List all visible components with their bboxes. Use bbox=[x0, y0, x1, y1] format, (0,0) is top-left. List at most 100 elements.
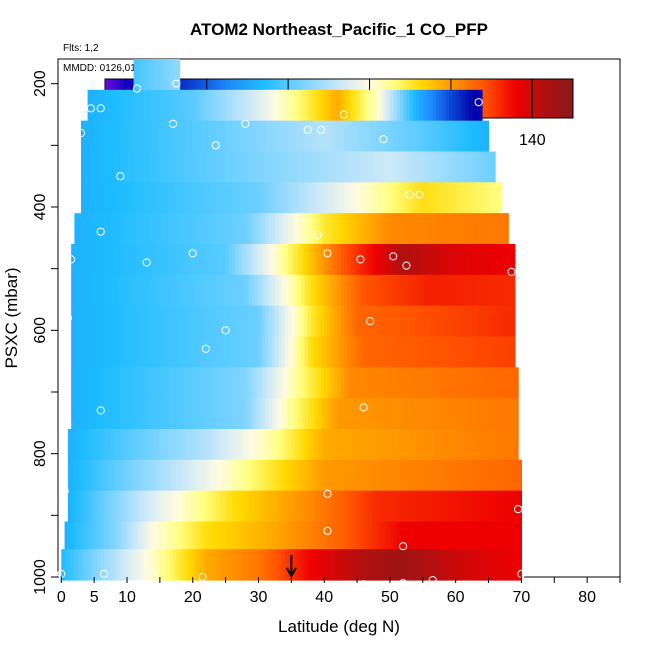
heatmap-cell bbox=[320, 429, 325, 461]
y-tick-label-200: 200 bbox=[32, 70, 49, 97]
heatmap-cell bbox=[278, 151, 283, 183]
heatmap-cell bbox=[376, 459, 381, 492]
heatmap-cell bbox=[301, 490, 306, 522]
heatmap-cell bbox=[511, 244, 516, 276]
heatmap-cell bbox=[468, 182, 473, 214]
heatmap-cell bbox=[455, 213, 460, 245]
heatmap-cell bbox=[245, 182, 250, 214]
heatmap-cell bbox=[166, 490, 171, 522]
heatmap-cell bbox=[278, 120, 283, 152]
heatmap-cell bbox=[337, 89, 342, 122]
heatmap-cell bbox=[219, 151, 223, 183]
heatmap-cell bbox=[199, 398, 204, 430]
heatmap-cell bbox=[179, 398, 184, 430]
heatmap-cell bbox=[353, 459, 358, 492]
heatmap-cell bbox=[380, 367, 384, 399]
x-tick-label-60: 60 bbox=[447, 589, 465, 606]
heatmap-cell bbox=[90, 459, 95, 492]
heatmap-cell bbox=[196, 459, 200, 492]
heatmap-cell bbox=[222, 521, 227, 550]
heatmap-cell bbox=[340, 274, 345, 307]
heatmap-cell bbox=[120, 429, 125, 461]
heatmap-cell bbox=[416, 398, 421, 430]
heatmap-cell bbox=[350, 244, 355, 276]
heatmap-cell bbox=[409, 244, 414, 276]
heatmap-cell bbox=[485, 336, 490, 368]
heatmap-cell bbox=[189, 274, 194, 307]
heatmap-cell bbox=[426, 151, 430, 183]
heatmap-cell bbox=[518, 521, 523, 550]
heatmap-cell bbox=[311, 336, 315, 368]
heatmap-cell bbox=[360, 120, 365, 152]
heatmap-cell bbox=[130, 244, 135, 276]
heatmap-cell bbox=[386, 305, 391, 337]
heatmap-cell bbox=[452, 305, 457, 337]
heatmap-cell bbox=[182, 521, 187, 550]
heatmap-cell bbox=[465, 521, 470, 550]
heatmap-cell bbox=[478, 367, 483, 399]
heatmap-cell bbox=[353, 120, 358, 152]
heatmap-cell bbox=[343, 213, 348, 245]
heatmap-cell bbox=[242, 490, 246, 522]
heatmap-cell bbox=[462, 459, 467, 492]
sample-point-30 bbox=[359, 403, 368, 412]
heatmap-cell bbox=[439, 182, 444, 214]
heatmap-cell bbox=[228, 429, 233, 461]
heatmap-cell bbox=[136, 151, 141, 183]
heatmap-cell bbox=[242, 459, 246, 492]
heatmap-cell bbox=[274, 367, 279, 399]
heatmap-cell bbox=[284, 398, 289, 430]
heatmap-cell bbox=[435, 429, 440, 461]
heatmap-cell bbox=[113, 244, 118, 276]
heatmap-cell bbox=[84, 151, 89, 183]
heatmap-cell bbox=[212, 151, 217, 183]
heatmap-cell bbox=[311, 89, 315, 122]
heatmap-cell bbox=[159, 336, 164, 368]
heatmap-cell bbox=[353, 305, 358, 337]
heatmap-cell bbox=[409, 305, 414, 337]
heatmap-cell bbox=[271, 89, 276, 122]
heatmap-cell bbox=[176, 367, 181, 399]
heatmap-cell bbox=[327, 151, 332, 183]
heatmap-cell bbox=[445, 151, 450, 183]
heatmap-cell bbox=[478, 521, 483, 550]
heatmap-cell bbox=[468, 120, 473, 152]
heatmap-cell bbox=[153, 244, 158, 276]
heatmap-cell bbox=[294, 120, 299, 152]
heatmap-cell bbox=[274, 213, 279, 245]
heatmap-cell bbox=[127, 89, 131, 122]
heatmap-cell bbox=[156, 305, 161, 337]
heatmap-cell bbox=[176, 59, 181, 91]
heatmap-cell bbox=[301, 120, 306, 152]
heatmap-cell bbox=[363, 398, 368, 430]
heatmap-cell bbox=[301, 89, 306, 122]
heatmap-cell bbox=[123, 182, 128, 214]
heatmap-cell bbox=[389, 429, 394, 461]
heatmap-cell bbox=[196, 521, 200, 550]
heatmap-cell bbox=[498, 274, 503, 307]
heatmap-cell bbox=[399, 274, 404, 307]
heatmap-cell bbox=[255, 151, 260, 183]
heatmap-cell bbox=[176, 274, 181, 307]
heatmap-cell bbox=[386, 521, 391, 550]
heatmap-cell bbox=[475, 244, 480, 276]
heatmap-cell bbox=[380, 521, 384, 550]
heatmap-cell bbox=[173, 274, 177, 307]
heatmap-cell bbox=[403, 367, 407, 399]
heatmap-cell bbox=[357, 213, 361, 245]
heatmap-cell bbox=[472, 274, 476, 307]
heatmap-cell bbox=[87, 89, 92, 122]
heatmap-cell bbox=[143, 182, 148, 214]
heatmap-cell bbox=[360, 367, 365, 399]
heatmap-cell bbox=[366, 336, 371, 368]
heatmap-cell bbox=[396, 274, 401, 307]
heatmap-cell bbox=[419, 549, 424, 581]
sample-point-44 bbox=[399, 579, 408, 588]
heatmap-cell bbox=[383, 213, 388, 245]
heatmap-cell bbox=[209, 151, 214, 183]
heatmap-cell bbox=[337, 490, 342, 522]
heatmap-cell bbox=[403, 521, 407, 550]
heatmap-cell bbox=[189, 213, 194, 245]
heatmap-cell bbox=[465, 89, 470, 122]
heatmap-cell bbox=[442, 89, 447, 122]
